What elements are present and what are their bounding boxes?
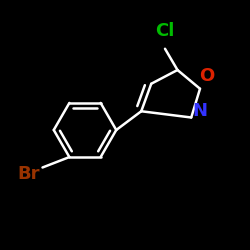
Text: Br: Br <box>18 165 40 183</box>
Text: N: N <box>192 102 208 120</box>
Text: O: O <box>198 67 214 85</box>
Text: Cl: Cl <box>155 22 175 40</box>
